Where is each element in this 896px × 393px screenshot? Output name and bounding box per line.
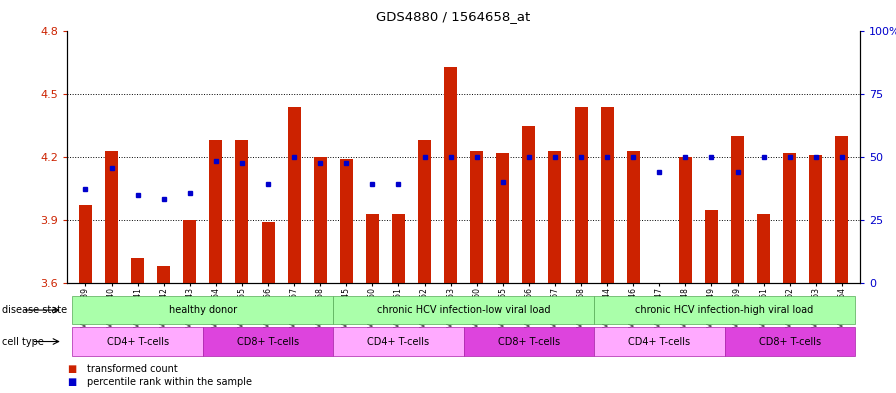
Bar — [653, 283, 666, 346]
Bar — [496, 153, 509, 283]
Bar — [418, 140, 431, 283]
Text: healthy donor: healthy donor — [168, 305, 237, 315]
Bar — [392, 214, 405, 283]
Bar — [105, 151, 118, 283]
Bar — [783, 153, 797, 283]
Bar — [470, 151, 483, 283]
Bar — [210, 140, 222, 283]
Bar — [809, 155, 823, 283]
Bar — [236, 140, 248, 283]
Text: percentile rank within the sample: percentile rank within the sample — [87, 377, 252, 387]
Bar — [157, 266, 170, 283]
Text: CD4+ T-cells: CD4+ T-cells — [367, 336, 429, 347]
Text: CD4+ T-cells: CD4+ T-cells — [628, 336, 691, 347]
Bar — [366, 214, 379, 283]
Text: CD4+ T-cells: CD4+ T-cells — [107, 336, 168, 347]
Text: CD8+ T-cells: CD8+ T-cells — [237, 336, 299, 347]
Bar — [835, 136, 849, 283]
Text: disease state: disease state — [2, 305, 67, 315]
Bar — [444, 67, 457, 283]
Text: ■: ■ — [67, 364, 76, 374]
Bar — [340, 159, 353, 283]
Text: GDS4880 / 1564658_at: GDS4880 / 1564658_at — [376, 10, 530, 23]
Text: chronic HCV infection-low viral load: chronic HCV infection-low viral load — [377, 305, 550, 315]
Bar — [574, 107, 588, 283]
Text: cell type: cell type — [2, 336, 44, 347]
Bar — [79, 206, 92, 283]
Bar — [679, 157, 692, 283]
Bar — [600, 107, 614, 283]
Bar — [288, 107, 301, 283]
Text: ■: ■ — [67, 377, 76, 387]
Bar — [626, 151, 640, 283]
Bar — [184, 220, 196, 283]
Text: CD8+ T-cells: CD8+ T-cells — [759, 336, 821, 347]
Text: chronic HCV infection-high viral load: chronic HCV infection-high viral load — [635, 305, 814, 315]
Bar — [522, 126, 536, 283]
Text: transformed count: transformed count — [87, 364, 177, 374]
Bar — [314, 157, 327, 283]
Bar — [757, 214, 771, 283]
Bar — [262, 222, 274, 283]
Bar — [548, 151, 562, 283]
Bar — [731, 136, 744, 283]
Text: CD8+ T-cells: CD8+ T-cells — [498, 336, 560, 347]
Bar — [131, 258, 144, 283]
Bar — [705, 209, 718, 283]
